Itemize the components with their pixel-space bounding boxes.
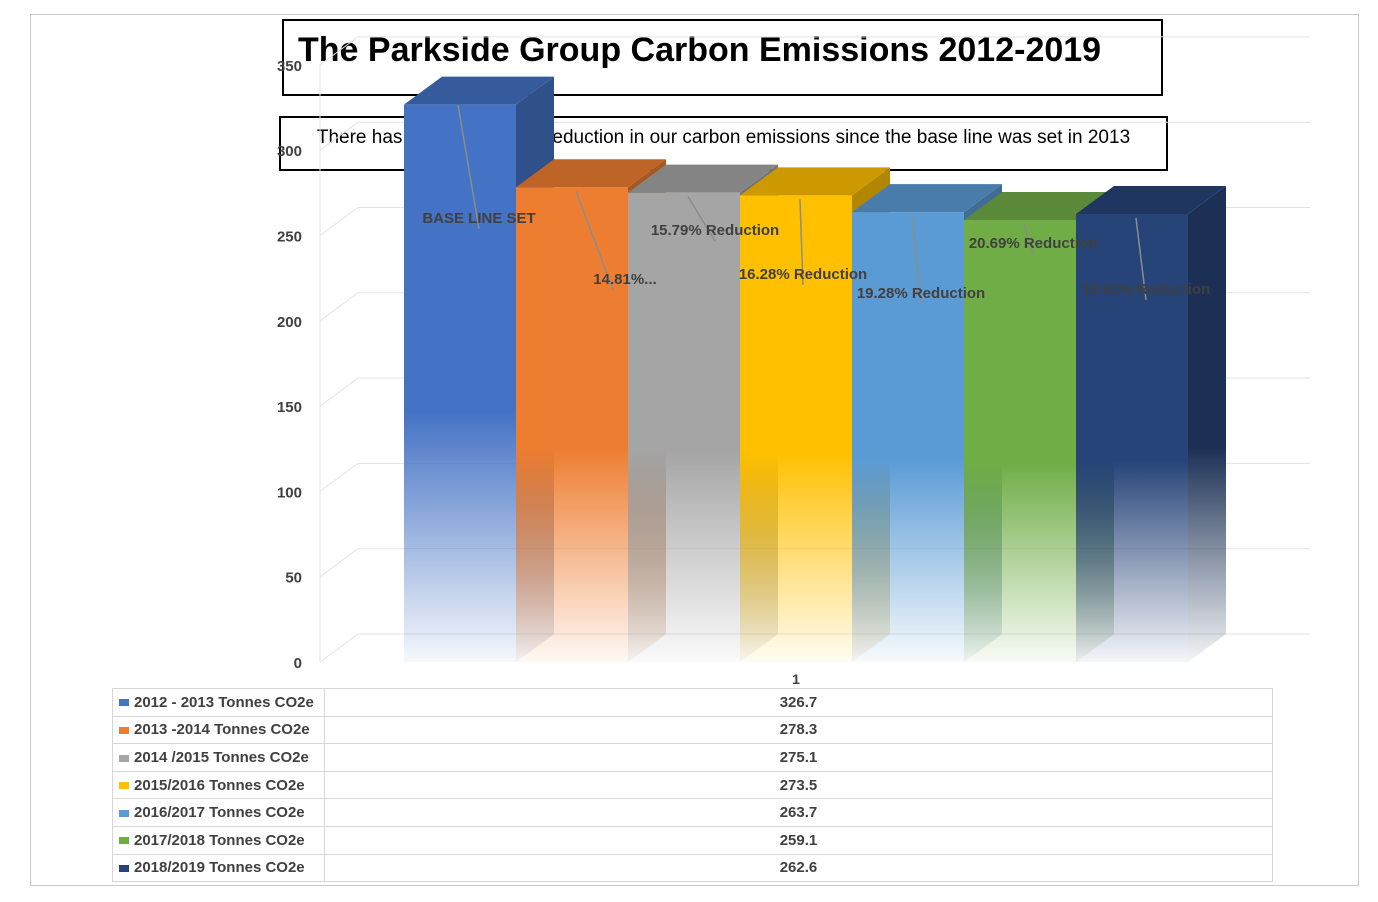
legend-label: 2016/2017 Tonnes CO2e — [134, 804, 305, 822]
data-label: BASE LINE SET — [422, 210, 535, 227]
leader-line — [799, 199, 804, 286]
legend-label: 2013 -2014 Tonnes CO2e — [134, 721, 310, 739]
bar-chart: BASE LINE SET 14.81%... 15.79% Reduction 16… — [277, 36, 1310, 687]
leader-line — [1023, 223, 1034, 255]
data-label: 19.28% Reduction — [857, 285, 985, 302]
legend-entry: 2014 /2015 Tonnes CO2e — [112, 743, 325, 772]
legend-label: 2015/2016 Tonnes CO2e — [134, 776, 305, 794]
bar-7 — [1076, 186, 1226, 662]
legend-entry: 2017/2018 Tonnes CO2e — [112, 825, 325, 855]
leader-line — [575, 190, 614, 291]
legend-label: 2012 - 2013 Tonnes CO2e — [134, 693, 314, 711]
table-row: 2018/2019 Tonnes CO2e 262.6 — [112, 853, 1273, 883]
legend-key — [119, 864, 129, 872]
table-value: 275.1 — [324, 743, 1273, 772]
legend-label: 2017/2018 Tonnes CO2e — [134, 831, 305, 849]
legend-entry: 2012 - 2013 Tonnes CO2e — [112, 688, 325, 717]
data-label: 19.62% Reduction — [1082, 281, 1210, 298]
legend-key — [119, 809, 129, 817]
chart-frame — [30, 14, 1359, 886]
data-table: 2012 - 2013 Tonnes CO2e 326.7 2013 -2014 T… — [112, 688, 1273, 883]
legend-entry: 2016/2017 Tonnes CO2e — [112, 798, 325, 827]
table-row: 2012 - 2013 Tonnes CO2e 326.7 — [112, 688, 1273, 717]
legend-key — [119, 782, 129, 790]
table-value: 262.6 — [324, 853, 1273, 883]
table-value: 259.1 — [324, 825, 1273, 855]
y-tick-label: 150 — [277, 399, 302, 416]
leader-line — [457, 104, 480, 230]
y-tick-label: 0 — [294, 655, 302, 672]
leader-line — [911, 216, 922, 305]
legend-key — [119, 726, 129, 734]
table-row: 2016/2017 Tonnes CO2e 263.7 — [112, 798, 1273, 827]
y-tick-label: 350 — [277, 58, 302, 75]
x-tick-label: 1 — [792, 671, 800, 687]
legend-entry: 2013 -2014 Tonnes CO2e — [112, 715, 325, 745]
y-tick-label: 300 — [277, 143, 302, 160]
leader-line — [687, 196, 716, 242]
table-row: 2013 -2014 Tonnes CO2e 278.3 — [112, 715, 1273, 745]
legend-entry: 2015/2016 Tonnes CO2e — [112, 770, 325, 800]
table-value: 273.5 — [324, 770, 1273, 800]
legend-key — [119, 754, 129, 762]
leader-line — [1135, 217, 1147, 301]
y-tick-label: 100 — [277, 484, 302, 501]
data-label: 15.79% Reduction — [651, 222, 779, 239]
table-value: 278.3 — [324, 715, 1273, 745]
legend-label: 2018/2019 Tonnes CO2e — [134, 859, 305, 877]
y-tick-label: 250 — [277, 229, 302, 246]
table-row: 2017/2018 Tonnes CO2e 259.1 — [112, 825, 1273, 855]
data-label: 20.69% Reduction — [969, 235, 1097, 252]
data-label: 16.28% Reduction — [739, 266, 867, 283]
legend-label: 2014 /2015 Tonnes CO2e — [134, 748, 309, 766]
legend-key — [119, 837, 129, 845]
table-row: 2014 /2015 Tonnes CO2e 275.1 — [112, 743, 1273, 772]
legend-entry: 2018/2019 Tonnes CO2e — [112, 853, 325, 883]
y-tick-label: 200 — [277, 314, 302, 331]
table-value: 326.7 — [324, 688, 1273, 717]
table-row: 2015/2016 Tonnes CO2e 273.5 — [112, 770, 1273, 800]
table-value: 263.7 — [324, 798, 1273, 827]
data-label: 14.81%... — [593, 271, 656, 288]
y-tick-label: 50 — [285, 570, 302, 587]
legend-key — [119, 699, 129, 707]
